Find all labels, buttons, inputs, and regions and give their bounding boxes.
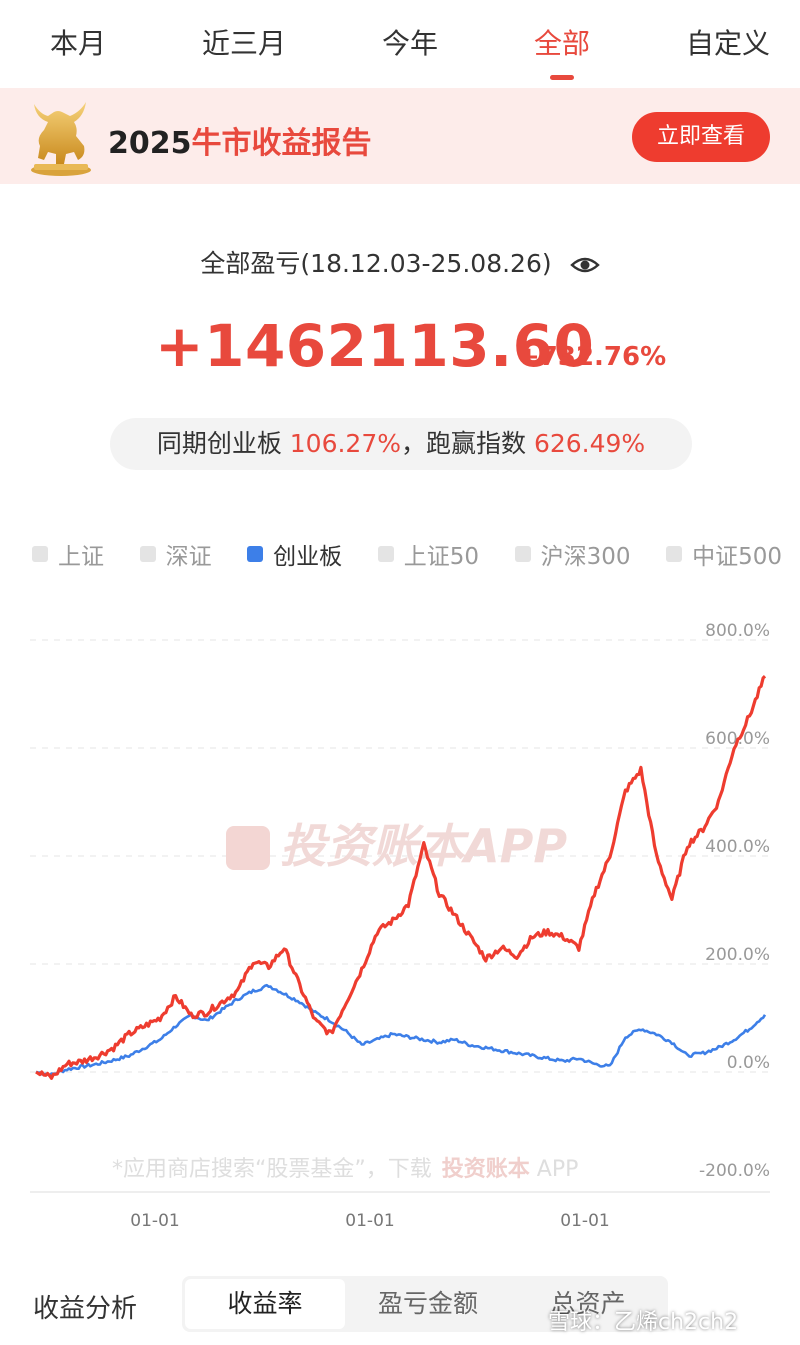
tab-label: 全部 xyxy=(533,27,590,60)
legend-item-chinext[interactable]: 创业板 xyxy=(247,537,342,571)
banner-title-year: 2025 xyxy=(108,126,192,161)
x-tick-label: 01-01 xyxy=(130,1211,179,1231)
series-line-chinext xyxy=(35,983,767,1077)
legend-label: 创业板 xyxy=(273,544,343,570)
legend-item-csi500[interactable]: 中证500 xyxy=(666,537,782,571)
tab-custom[interactable]: 自定义 xyxy=(686,0,770,88)
chart-grid xyxy=(30,639,770,1193)
tab-label: 今年 xyxy=(381,27,438,60)
index-comparison: 同期创业板 106.27%，跑赢指数 626.49% xyxy=(110,418,692,470)
tab-month[interactable]: 本月 xyxy=(50,0,106,88)
legend-item-shenzhen[interactable]: 深证 xyxy=(139,537,212,571)
segment-total-assets[interactable]: 总资产 xyxy=(550,1289,626,1318)
legend-label: 深证 xyxy=(165,544,212,570)
legend-swatch xyxy=(666,546,683,562)
legend-swatch xyxy=(514,546,531,562)
profit-range-label: 全部盈亏(18.12.03-25.08.26) xyxy=(200,249,552,278)
legend-label: 上证 xyxy=(58,544,104,570)
tab-label: 近三月 xyxy=(201,27,286,60)
tab-this-year[interactable]: 今年 xyxy=(382,0,438,88)
footer-watermark-prefix: *应用商店搜索“股票基金”，下载 xyxy=(112,1157,432,1182)
view-now-button[interactable]: 立即查看 xyxy=(632,112,770,162)
legend-swatch xyxy=(247,546,264,562)
banner-title-text: 牛市收益报告 xyxy=(191,126,372,161)
y-tick-label: -200.0% xyxy=(699,1161,770,1181)
legend-label: 上证50 xyxy=(403,544,480,570)
index-legend: 上证 深证 创业板 上证50 沪深300 中证500 xyxy=(32,537,782,571)
legend-item-csi300[interactable]: 沪深300 xyxy=(514,537,631,571)
y-tick-label: 0.0% xyxy=(727,1053,770,1073)
footer-watermark-suffix: APP xyxy=(530,1157,579,1182)
active-tab-indicator xyxy=(549,75,574,80)
compare-mid: ，跑赢指数 xyxy=(401,429,534,458)
legend-swatch xyxy=(32,546,48,562)
total-profit-pct: +732.76% xyxy=(518,342,667,372)
legend-swatch xyxy=(139,546,156,562)
legend-swatch xyxy=(377,546,394,562)
watermark-logo-icon xyxy=(226,826,270,870)
source-watermark: 雪球：乙烯ch2ch2 xyxy=(548,1310,739,1335)
promo-banner[interactable]: 2025牛市收益报告 立即查看 xyxy=(0,88,800,184)
golden-bull-icon xyxy=(31,102,91,176)
compare-excess-pct: 626.49% xyxy=(533,429,646,458)
y-axis: 800.0%600.0%400.0%200.0%0.0%-200.0% xyxy=(699,621,770,1181)
compare-index-pct: 106.27% xyxy=(289,429,401,458)
legend-item-shanghai[interactable]: 上证 xyxy=(32,537,104,571)
tab-label: 本月 xyxy=(50,27,107,60)
return-chart[interactable]: 投资账本APP *应用商店搜索“股票基金”，下载 投资账本 APP 800.0%6… xyxy=(0,600,800,1240)
chart-footer-watermark: *应用商店搜索“股票基金”，下载 投资账本 APP xyxy=(112,1157,578,1182)
eye-icon[interactable] xyxy=(569,250,600,280)
series-line-portfolio xyxy=(35,675,767,1080)
banner-title: 2025牛市收益报告 xyxy=(108,118,372,162)
compare-prefix: 同期创业板 xyxy=(156,429,290,458)
profit-range-row: 全部盈亏(18.12.03-25.08.26) xyxy=(0,244,800,280)
tab-three-months[interactable]: 近三月 xyxy=(202,0,286,88)
y-tick-label: 400.0% xyxy=(705,837,770,857)
y-tick-label: 200.0% xyxy=(705,945,770,965)
tab-all[interactable]: 全部 xyxy=(534,0,590,88)
segment-profit-amount[interactable]: 盈亏金额 xyxy=(377,1289,478,1318)
legend-label: 中证500 xyxy=(692,544,782,570)
total-profit-amount: +1462113.60 xyxy=(155,312,595,380)
analysis-segment-control: 收益率 盈亏金额 总资产 xyxy=(182,1276,668,1332)
chart-series xyxy=(35,675,767,1080)
y-tick-label: 800.0% xyxy=(705,621,770,641)
legend-label: 沪深300 xyxy=(540,544,631,570)
x-tick-label: 01-01 xyxy=(560,1211,609,1231)
segment-return-rate[interactable]: 收益率 xyxy=(185,1279,345,1329)
legend-item-sse50[interactable]: 上证50 xyxy=(377,537,480,571)
period-tabs: 本月 近三月 今年 全部 自定义 xyxy=(0,0,800,88)
x-tick-label: 01-01 xyxy=(345,1211,394,1231)
x-axis: 01-01 01-01 01-01 xyxy=(130,1211,609,1231)
analysis-label: 收益分析 xyxy=(33,1294,138,1324)
footer-watermark-brand: 投资账本 xyxy=(442,1157,530,1182)
tab-label: 自定义 xyxy=(685,27,770,60)
